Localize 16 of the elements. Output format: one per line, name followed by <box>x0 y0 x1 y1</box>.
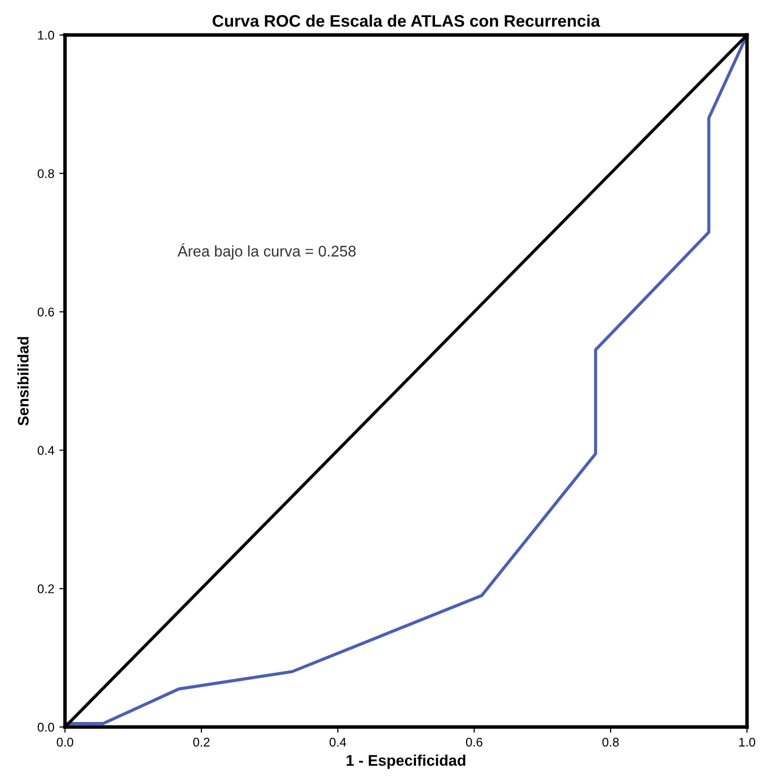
annotation: Área bajo la curva = 0.258 <box>178 243 356 260</box>
x-tick-label: 0.4 <box>330 738 346 747</box>
x-tick-label: 0.0 <box>56 738 74 747</box>
x-tick-label: 1.0 <box>739 738 756 747</box>
x-tick-label: 0.6 <box>466 738 482 747</box>
y-tick-label: 1.0 <box>38 30 54 40</box>
x-tick-label: 0.8 <box>602 738 619 747</box>
chart-title: Curva ROC de Escala de ATLAS con Recurrencia <box>212 14 600 27</box>
y-tick-label: 0.8 <box>38 169 54 178</box>
y-tick-label: 0.4 <box>38 446 54 455</box>
x-axis-title: 1 - Especificidad <box>346 754 466 769</box>
y-tick-label: 0.6 <box>38 308 54 316</box>
x-tick-label: 0.2 <box>193 738 210 747</box>
y-tick-label: 0.0 <box>38 722 54 732</box>
y-tick-label: 0.2 <box>38 584 54 594</box>
y-axis-title: Sensibilidad <box>17 337 29 426</box>
